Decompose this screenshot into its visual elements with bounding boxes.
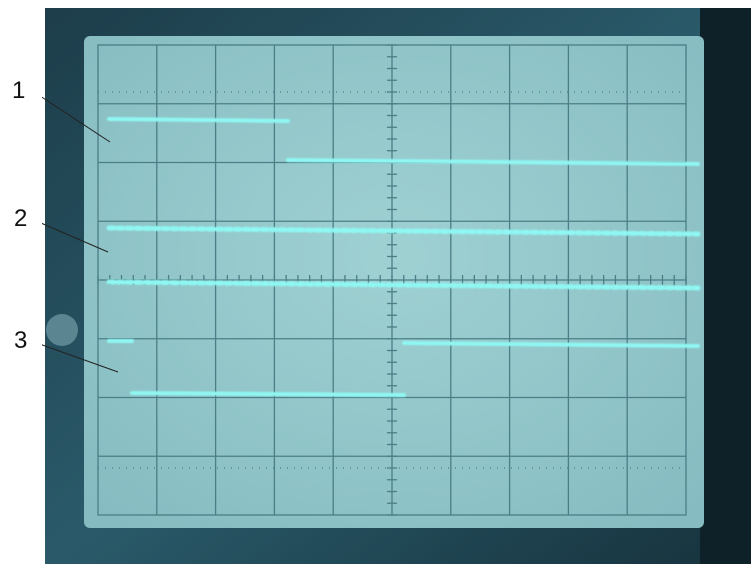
trace-1-high — [109, 119, 288, 121]
label-3: 3 — [14, 327, 27, 354]
label-1: 1 — [12, 77, 25, 104]
label-2: 2 — [14, 205, 27, 232]
bezel-edge — [700, 8, 751, 564]
screw — [46, 314, 78, 346]
trace-3-low — [132, 393, 404, 395]
scope-photo: 1 2 3 — [0, 0, 751, 564]
